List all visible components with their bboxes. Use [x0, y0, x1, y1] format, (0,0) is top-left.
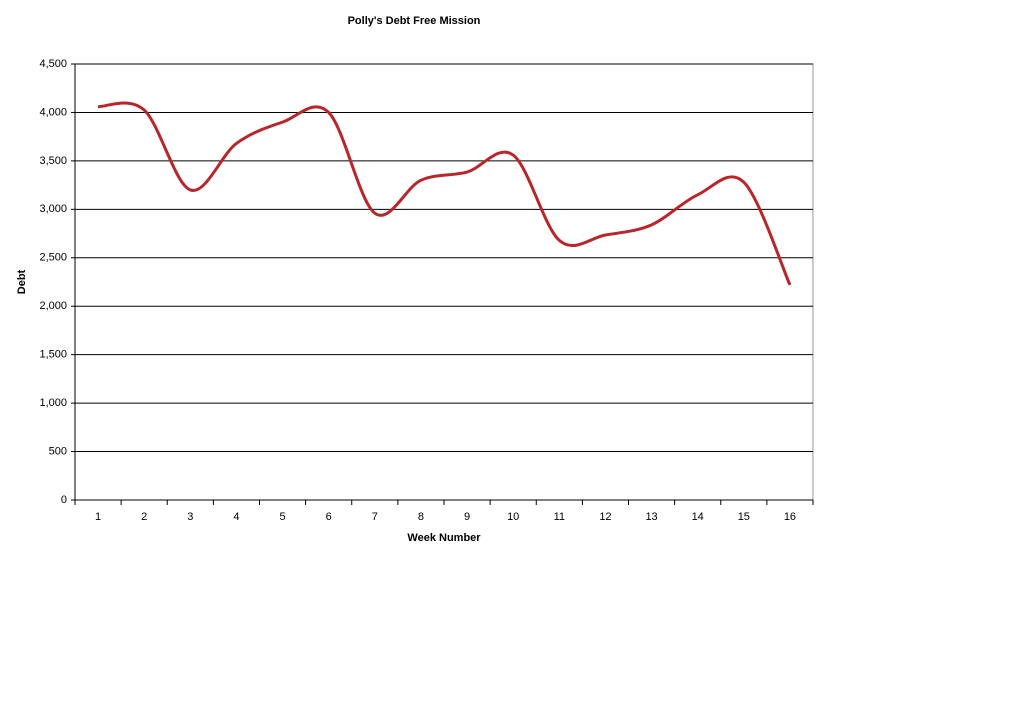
- y-tick-label: 500: [49, 445, 67, 457]
- x-tick-label: 4: [233, 511, 239, 523]
- y-tick-label: 1,000: [39, 397, 67, 409]
- chart-title: Polly's Debt Free Mission: [348, 15, 481, 27]
- x-tick-label: 3: [187, 511, 193, 523]
- x-tick-label: 11: [554, 511, 565, 523]
- x-tick-label: 2: [141, 511, 147, 523]
- x-tick-label: 13: [645, 511, 657, 523]
- x-tick-label: 16: [784, 511, 796, 523]
- data-line: [97, 101, 792, 286]
- y-tick-label: 1,500: [39, 349, 67, 361]
- x-tick-label: 15: [738, 511, 750, 523]
- x-tick-label: 7: [372, 511, 378, 523]
- y-tick-label: 3,500: [39, 155, 67, 167]
- x-tick-label: 12: [599, 511, 611, 523]
- y-tick-label: 2,000: [39, 300, 67, 312]
- x-tick-label: 10: [507, 511, 519, 523]
- x-tick-label: 1: [95, 511, 101, 523]
- plot-area: [74, 63, 814, 501]
- y-axis-label: Debt: [16, 269, 28, 294]
- y-tick-label: 3,000: [39, 203, 67, 215]
- x-tick-label: 6: [326, 511, 332, 523]
- x-axis-label: Week Number: [407, 532, 481, 544]
- y-tick-label: 4,500: [39, 58, 67, 70]
- x-tick-label: 14: [692, 511, 704, 523]
- x-tick-label: 5: [280, 511, 286, 523]
- x-tick-label: 9: [464, 511, 470, 523]
- y-tick-label: 0: [61, 494, 67, 506]
- x-tick-label: 8: [418, 511, 424, 523]
- y-tick-label: 4,000: [39, 106, 67, 118]
- y-tick-label: 2,500: [39, 252, 67, 264]
